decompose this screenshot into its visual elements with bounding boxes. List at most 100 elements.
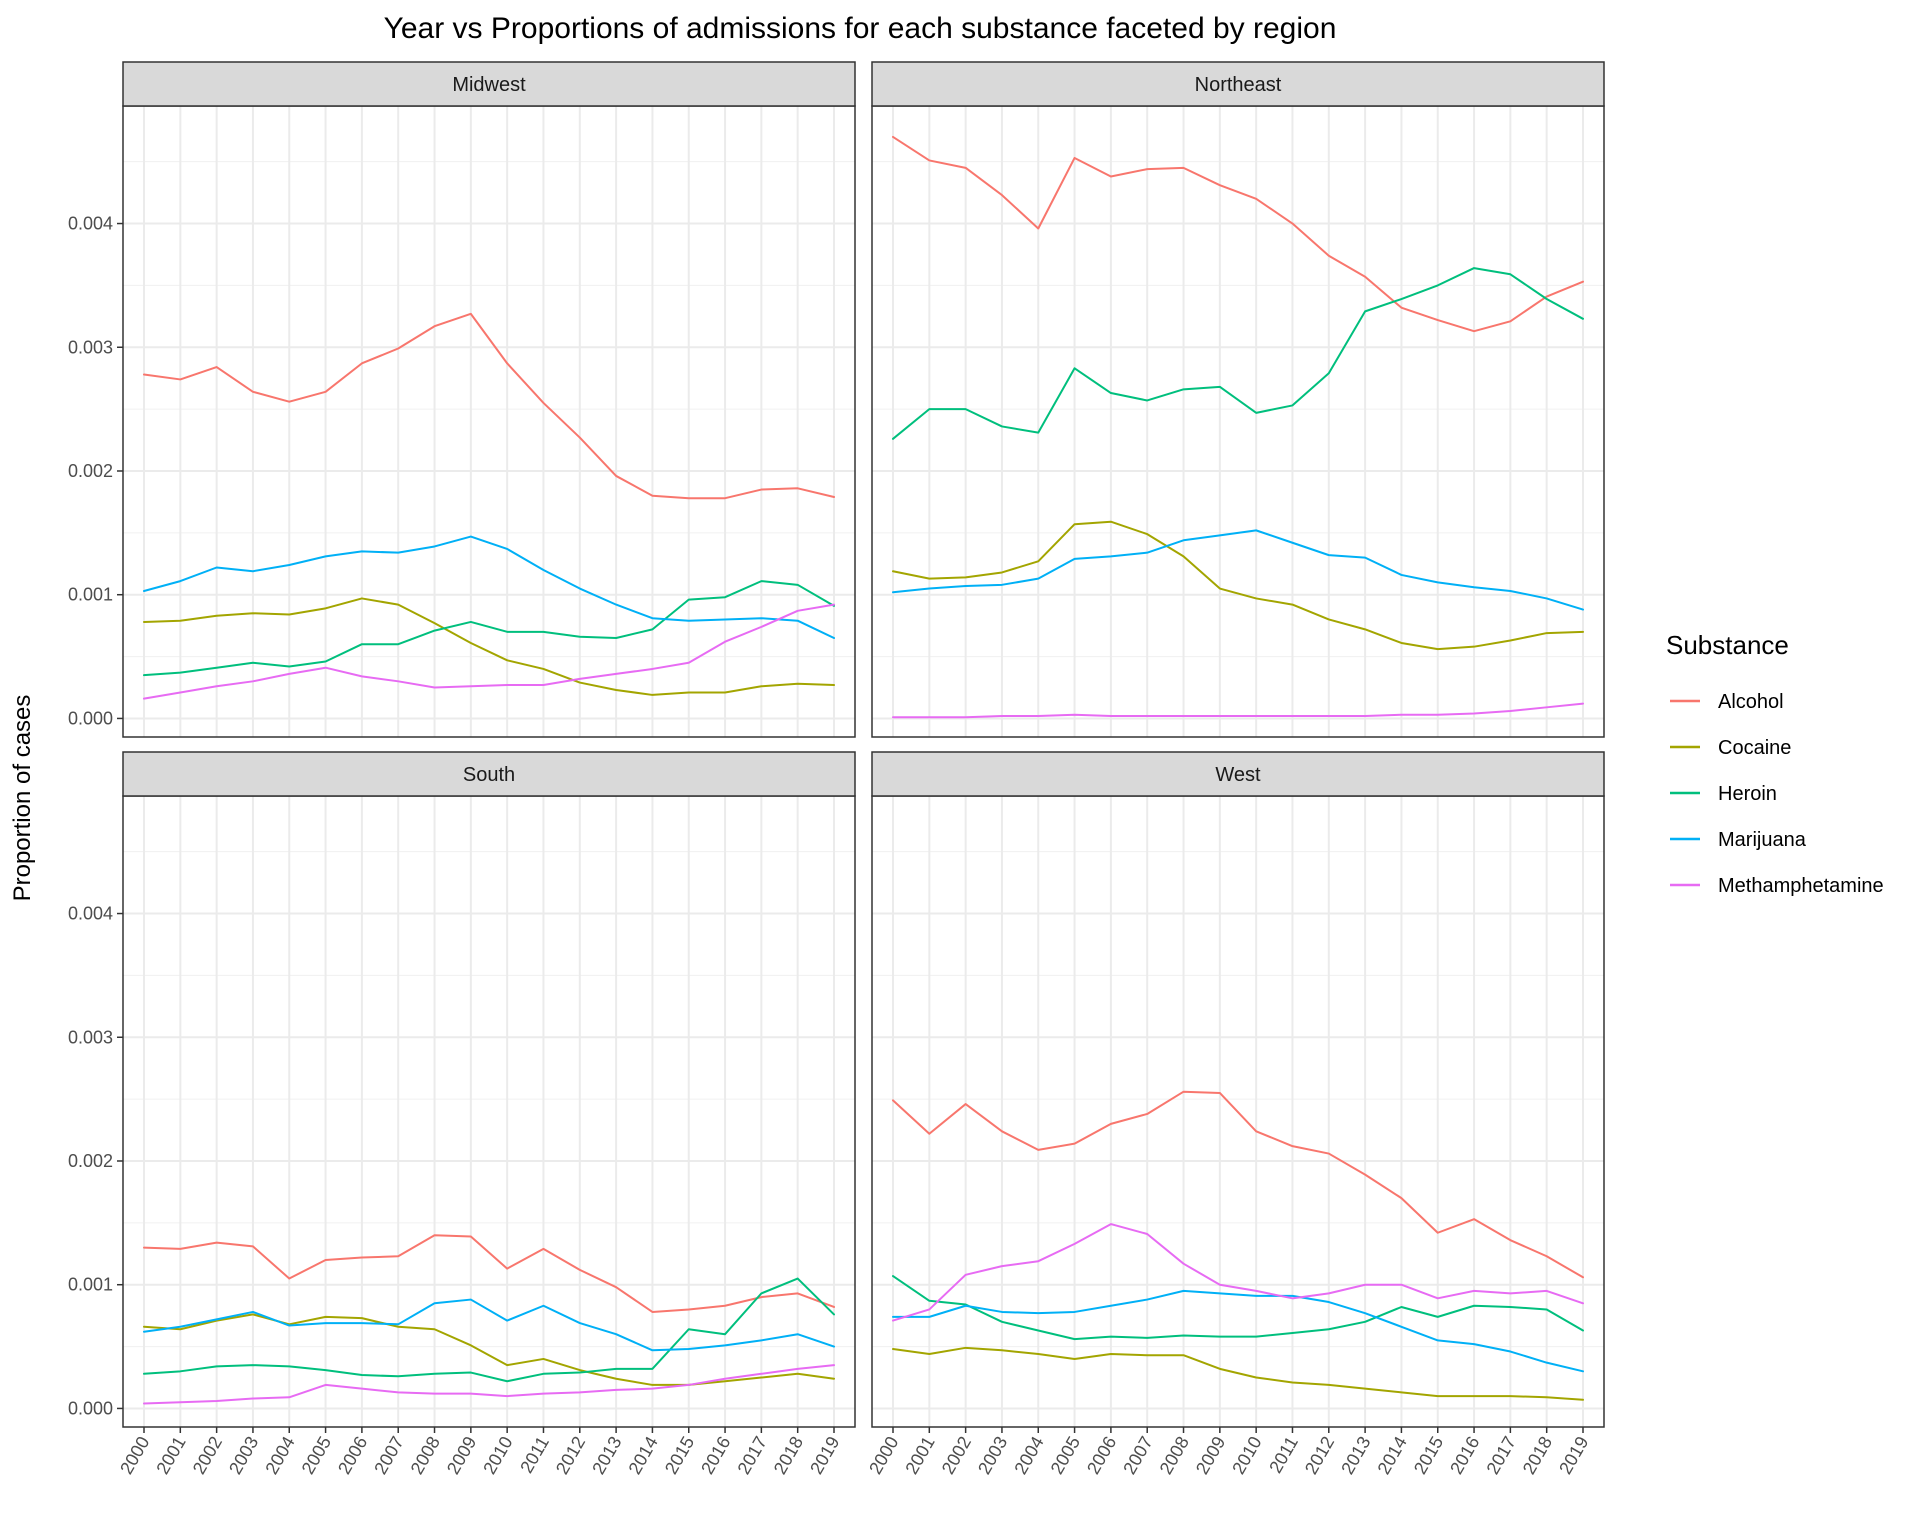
series-line-methamphetamine	[892, 1223, 1584, 1322]
x-tick-label: 2002	[938, 1433, 975, 1478]
series-line-alcohol	[892, 1090, 1584, 1279]
panel-background	[123, 106, 855, 737]
x-tick-label: 2001	[901, 1433, 938, 1478]
legend-label: Marijuana	[1718, 829, 1807, 851]
x-tick-label: 2006	[334, 1433, 371, 1478]
y-tick-label: 0.004	[68, 214, 113, 234]
legend-label: Methamphetamine	[1718, 875, 1884, 897]
x-tick-label: 2005	[298, 1433, 335, 1478]
x-tick-label: 2006	[1083, 1433, 1120, 1478]
facet-strip-label: South	[463, 764, 515, 786]
x-tick-label: 2007	[370, 1433, 407, 1478]
x-tick-label: 2019	[806, 1433, 843, 1478]
x-tick-label: 2010	[1228, 1433, 1265, 1478]
series-line-marijuana	[143, 535, 835, 640]
series-line-alcohol	[892, 135, 1584, 333]
legend-item-marijuana: Marijuana	[1670, 829, 1807, 851]
x-tick-label: 2019	[1555, 1433, 1592, 1478]
x-tick-label: 2004	[1010, 1433, 1047, 1478]
y-tick-label: 0.001	[68, 1275, 113, 1295]
series-line-methamphetamine	[143, 1364, 835, 1405]
legend-label: Heroin	[1718, 783, 1777, 805]
series-line-marijuana	[892, 529, 1584, 611]
x-tick-label: 2004	[261, 1433, 298, 1478]
legend-title: Substance	[1666, 630, 1789, 660]
y-tick-label: 0.003	[68, 337, 113, 357]
x-tick-label: 2014	[1374, 1433, 1411, 1478]
series-line-alcohol	[143, 312, 835, 500]
x-tick-label: 2008	[1156, 1433, 1193, 1478]
x-tick-label: 2011	[516, 1433, 553, 1477]
x-tick-label: 2012	[1301, 1433, 1338, 1478]
facet-panels: Midwest 0.000 0.001 0.002 0.003 0.004 Northeas…	[68, 61, 1605, 1478]
x-tick-label: 2000	[865, 1433, 902, 1478]
legend-item-heroin: Heroin	[1670, 783, 1777, 805]
legend-label: Cocaine	[1718, 737, 1791, 759]
x-tick-label: 2008	[407, 1433, 444, 1478]
x-tick-label: 2003	[225, 1433, 262, 1478]
facet-panel-midwest: Midwest 0.000 0.001 0.002 0.003 0.004	[68, 61, 856, 738]
x-tick-label: 2002	[189, 1433, 226, 1478]
y-tick-label: 0.000	[68, 1398, 113, 1418]
x-tick-label: 2009	[1192, 1433, 1229, 1478]
panel-background	[872, 106, 1604, 737]
series-line-methamphetamine	[143, 603, 835, 700]
series-line-cocaine	[892, 1346, 1584, 1401]
y-tick-label: 0.002	[68, 461, 113, 481]
legend-item-cocaine: Cocaine	[1670, 737, 1791, 759]
x-tick-label: 2016	[1446, 1433, 1483, 1478]
legend-item-methamphetamine: Methamphetamine	[1670, 875, 1884, 897]
x-tick-label: 2000	[116, 1433, 153, 1478]
facet-panel-northeast: Northeast	[871, 61, 1605, 738]
series-line-heroin	[143, 580, 835, 677]
x-tick-label: 2017	[733, 1433, 770, 1478]
x-tick-label: 2012	[552, 1433, 589, 1478]
x-tick-label: 2013	[1337, 1433, 1374, 1478]
facet-strip	[122, 751, 856, 797]
series-line-methamphetamine	[892, 702, 1584, 719]
series-line-heroin	[892, 1275, 1584, 1341]
x-tick-label: 2018	[1519, 1433, 1556, 1478]
x-tick-label: 2011	[1265, 1433, 1302, 1477]
x-tick-label: 2015	[1410, 1433, 1447, 1478]
x-tick-label: 2017	[1482, 1433, 1519, 1478]
y-axis-title: Proportion of cases	[9, 695, 36, 902]
x-tick-label: 2018	[770, 1433, 807, 1478]
facet-strip-label: Midwest	[452, 74, 526, 96]
facet-strip	[871, 751, 1605, 797]
series-line-marijuana	[143, 1298, 835, 1352]
facet-panel-south: South0.0000.0010.0020.0030.0042000200120…	[68, 751, 856, 1478]
series-line-heroin	[143, 1277, 835, 1383]
x-tick-label: 2013	[588, 1433, 625, 1478]
legend: Substance Alcohol Cocaine Heroin Marijuana M…	[1666, 630, 1884, 897]
series-line-marijuana	[892, 1289, 1584, 1373]
series-line-cocaine	[143, 1313, 835, 1386]
series-line-cocaine	[143, 597, 835, 696]
legend-item-alcohol: Alcohol	[1670, 691, 1784, 713]
x-tick-label: 2015	[661, 1433, 698, 1478]
x-tick-label: 2007	[1119, 1433, 1156, 1478]
x-tick-label: 2014	[625, 1433, 662, 1478]
facet-strip-label: West	[1215, 764, 1261, 786]
legend-label: Alcohol	[1718, 691, 1784, 713]
series-line-alcohol	[143, 1234, 835, 1313]
chart-title: Year vs Proportions of admissions for ea…	[384, 12, 1337, 45]
y-tick-label: 0.003	[68, 1027, 113, 1047]
facet-strip-label: Northeast	[1195, 74, 1282, 96]
x-tick-label: 2003	[974, 1433, 1011, 1478]
facet-panel-west: West 200020012002200320042005200620072008…	[865, 751, 1605, 1478]
x-tick-label: 2001	[152, 1433, 189, 1478]
facet-strip	[122, 61, 856, 107]
x-tick-label: 2005	[1047, 1433, 1084, 1478]
y-tick-label: 0.002	[68, 1151, 113, 1171]
facet-strip	[871, 61, 1605, 107]
x-tick-label: 2010	[479, 1433, 516, 1478]
panel-background	[123, 796, 855, 1427]
y-tick-label: 0.000	[68, 708, 113, 728]
series-line-cocaine	[892, 520, 1584, 651]
y-tick-label: 0.001	[68, 585, 113, 605]
x-tick-label: 2009	[443, 1433, 480, 1478]
series-line-heroin	[892, 267, 1584, 440]
y-tick-label: 0.004	[68, 904, 113, 924]
